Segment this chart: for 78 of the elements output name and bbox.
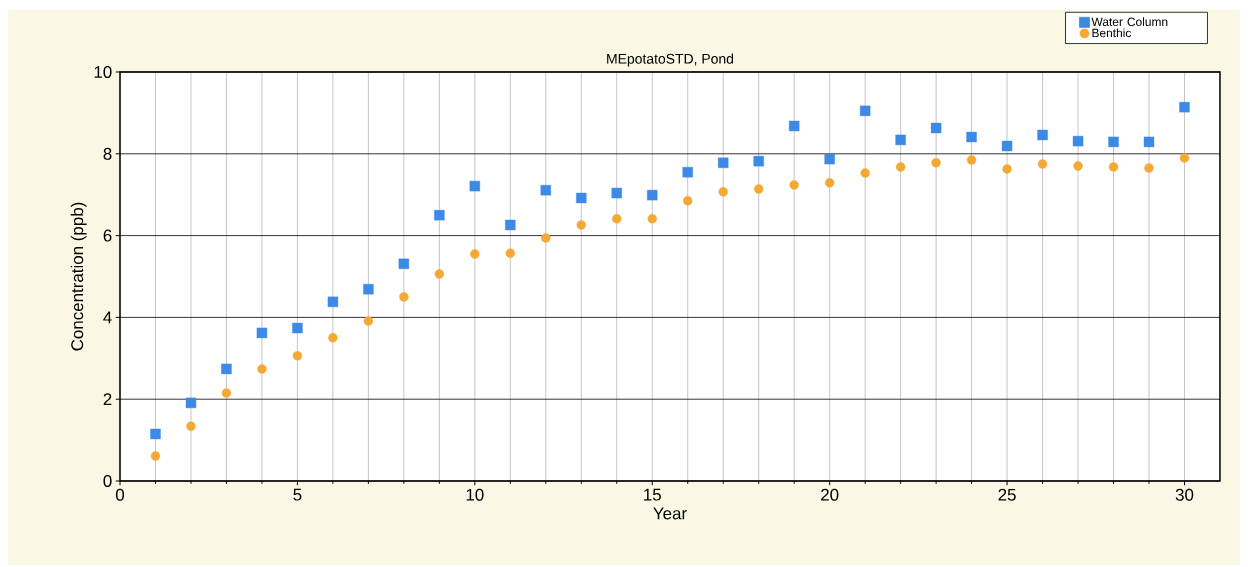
y-tick-label: 4 <box>103 311 112 324</box>
point <box>1179 101 1190 113</box>
point <box>611 187 622 199</box>
point <box>541 233 551 243</box>
point <box>1108 136 1119 148</box>
x-tick-label: 15 <box>644 488 661 501</box>
point <box>434 269 445 279</box>
point <box>363 316 374 326</box>
point <box>1037 129 1048 141</box>
point <box>718 187 728 197</box>
point <box>754 184 764 194</box>
point <box>470 249 480 259</box>
point <box>824 153 835 165</box>
point <box>576 220 586 230</box>
point <box>683 196 693 206</box>
x-tick-label: 20 <box>821 488 839 501</box>
point <box>789 180 799 190</box>
point <box>398 258 410 270</box>
point <box>1072 135 1084 147</box>
point <box>505 248 516 258</box>
x-tick-label: 5 <box>293 488 302 501</box>
point <box>292 351 303 361</box>
point <box>824 178 835 188</box>
point <box>718 157 729 168</box>
point <box>682 167 693 178</box>
point <box>256 327 268 339</box>
x-tick-label: 25 <box>998 488 1016 501</box>
point <box>576 192 587 204</box>
point <box>540 185 551 196</box>
point <box>859 105 871 117</box>
point <box>895 162 906 172</box>
chart-title: MEpotatoSTD, Pond <box>607 53 734 67</box>
point <box>612 214 622 224</box>
point <box>1002 164 1012 174</box>
point <box>895 134 906 146</box>
y-tick-label: 8 <box>103 147 112 160</box>
point <box>1179 153 1190 163</box>
point <box>1001 140 1013 152</box>
point <box>221 363 232 375</box>
point <box>860 168 870 178</box>
point <box>647 189 658 201</box>
point <box>327 296 339 308</box>
point <box>931 158 941 168</box>
point <box>221 388 232 398</box>
y-tick-label: 6 <box>103 229 112 242</box>
x-axis-title: Year <box>653 507 687 520</box>
point <box>966 131 977 143</box>
x-tick-label: 30 <box>1175 488 1194 501</box>
point <box>363 283 374 295</box>
legend-label: Water Column <box>1091 17 1168 27</box>
point <box>966 155 977 165</box>
point <box>150 451 161 461</box>
point <box>1037 159 1048 169</box>
point <box>328 333 338 343</box>
point <box>1144 163 1154 173</box>
point <box>505 219 516 231</box>
point <box>1108 162 1119 172</box>
y-tick-label: 10 <box>94 66 112 78</box>
point <box>1143 136 1155 148</box>
point <box>788 120 800 132</box>
point <box>186 421 196 431</box>
point <box>399 292 409 302</box>
x-tick-label: 0 <box>115 488 125 501</box>
point <box>930 122 942 134</box>
x-tick-label: 10 <box>466 488 484 501</box>
point <box>469 180 481 192</box>
legend-label: Benthic <box>1092 28 1132 38</box>
y-tick-label: 2 <box>103 393 112 406</box>
y-axis-title: Concentration (ppb) <box>70 202 87 351</box>
point <box>257 364 267 374</box>
point <box>753 155 764 167</box>
point <box>434 209 445 221</box>
point <box>292 322 303 334</box>
point <box>150 428 161 440</box>
point <box>185 397 197 409</box>
point <box>647 214 657 224</box>
y-tick-label: 0 <box>103 475 112 487</box>
point <box>1073 161 1083 171</box>
